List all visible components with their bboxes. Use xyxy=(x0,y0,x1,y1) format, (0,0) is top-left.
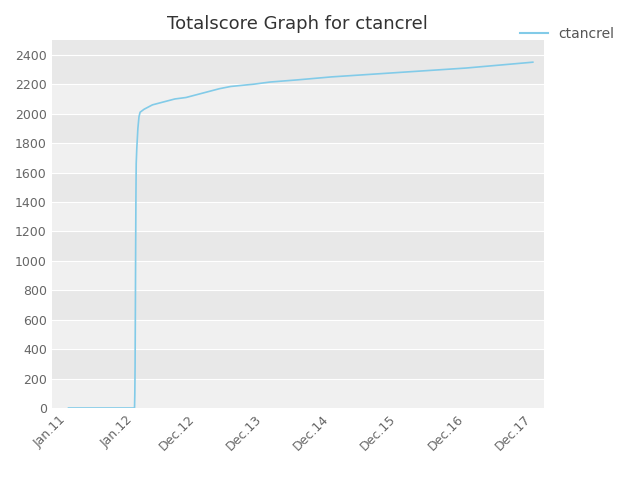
ctancrel xyxy=(136,109,144,115)
ctancrel xyxy=(182,95,190,100)
ctancrel xyxy=(135,114,143,120)
Legend: ctancrel: ctancrel xyxy=(515,21,620,47)
ctancrel xyxy=(205,89,212,95)
ctancrel xyxy=(160,99,168,105)
Bar xyxy=(52,320,544,349)
ctancrel xyxy=(227,84,235,89)
ctancrel xyxy=(131,364,139,370)
ctancrel xyxy=(171,96,179,102)
ctancrel xyxy=(131,405,138,411)
ctancrel xyxy=(395,70,403,75)
Bar xyxy=(52,261,544,290)
ctancrel xyxy=(131,392,139,397)
ctancrel xyxy=(249,82,257,87)
ctancrel xyxy=(148,102,156,108)
ctancrel xyxy=(529,60,537,65)
ctancrel xyxy=(294,77,301,83)
Bar xyxy=(52,84,544,114)
Bar xyxy=(52,143,544,172)
ctancrel xyxy=(133,146,141,152)
ctancrel xyxy=(132,246,140,252)
ctancrel xyxy=(132,310,140,315)
ctancrel xyxy=(134,126,141,132)
Bar xyxy=(52,202,544,231)
ctancrel xyxy=(193,92,201,97)
Bar xyxy=(52,379,544,408)
Title: Totalscore Graph for ctancrel: Totalscore Graph for ctancrel xyxy=(168,15,428,33)
Line: ctancrel: ctancrel xyxy=(68,62,533,408)
ctancrel xyxy=(140,107,148,112)
ctancrel xyxy=(132,195,140,201)
ctancrel xyxy=(216,86,223,92)
ctancrel xyxy=(132,161,140,167)
ctancrel xyxy=(328,74,335,80)
ctancrel xyxy=(266,79,274,85)
ctancrel xyxy=(65,405,72,411)
ctancrel xyxy=(462,65,470,71)
